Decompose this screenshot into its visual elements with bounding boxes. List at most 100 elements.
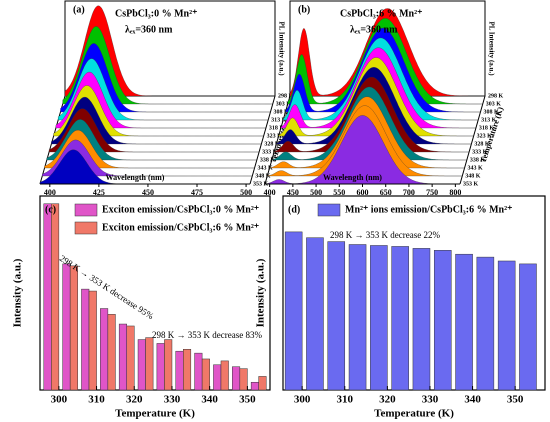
temperature-label: 323 K [267,133,283,139]
spectrum [55,71,266,129]
bar [100,308,109,391]
x-tick-label: 800 [449,188,461,197]
x-tick-label: 300 [51,394,68,406]
temperature-label: 333 K [472,149,488,155]
bar [250,381,259,391]
bar [391,246,409,391]
x-tick-label: 320 [126,394,143,406]
temperature-label: 348 K [255,173,270,179]
bar [126,325,135,391]
bar [220,360,229,391]
annotation: 298 K → 353 K decrease 22% [330,230,440,240]
x-tick-label: 700 [403,188,415,197]
bar [213,364,222,391]
bar [306,237,324,391]
depth-axis [459,95,486,185]
depth-axis [249,95,276,185]
x-tick-label: 425 [93,188,105,197]
spectrum [51,96,262,145]
temperature-label: 298 K [278,93,294,99]
x-tick-label: 310 [337,394,354,406]
panel-title: CsPbCl₃:6 % Mn²⁺ [340,8,422,19]
temperature-label: 308 K [273,109,289,115]
bar [327,241,346,391]
spectrum [53,85,264,137]
x-tick-label: 340 [201,394,218,406]
panel-label: (b) [298,4,310,15]
x-tick-label: 650 [380,188,392,197]
x-tick-label: 350 [239,394,256,406]
x-tick-label: 350 [507,394,524,406]
x-tick-label: 400 [264,188,276,197]
panel-subtitle: λₑₓ=360 nm [350,24,398,35]
spectrum [62,26,273,105]
legend-label: Exciton emission/CsPbCl₃:0 % Mn²⁺ [102,204,259,215]
spectrum [48,108,260,153]
legend-swatch [74,221,98,235]
x-tick-label: 750 [426,188,438,197]
bar [88,290,97,391]
panel-label: (a) [73,4,85,15]
x-axis-label: Temperature (K) [374,408,454,420]
plot-frame [39,195,271,391]
bar [258,376,267,391]
bar [164,339,173,391]
spectrum [58,58,269,121]
bar [201,358,210,391]
bar [476,256,495,391]
spectrum [60,43,271,113]
spectrum [44,129,255,169]
temperature-label: 338 K [470,157,486,163]
x-tick-label: 500 [310,188,322,197]
bar [519,263,537,391]
bar [183,349,192,391]
temperature-label: 328 K [264,141,280,147]
bar [81,288,90,391]
y-axis-label: Intensity (a.u.) [12,258,24,327]
temperature-label: 303 K [276,101,292,107]
temperature-label: 333 K [262,149,278,155]
temperature-label: 338 K [260,157,276,163]
bar [455,253,473,391]
x-tick-label: 310 [88,394,105,406]
temperature-label: 318 K [269,125,285,131]
bar [194,352,203,391]
bar [175,350,184,391]
panel-label: (c) [45,204,56,215]
panel-subtitle: λₑₓ=360 nm [125,24,173,35]
x-tick-label: 330 [164,394,181,406]
temperature-label: 353 K [253,181,269,187]
bar [370,245,388,391]
x-tick-label: 300 [294,394,311,406]
y-axis-label: Intensity (a.u.) [255,258,267,327]
bar [239,368,248,391]
bar [348,244,367,391]
x-tick-label: 400 [44,188,56,197]
bar [497,260,516,391]
spectrum [46,119,257,161]
y-axis-label: PL Intensity (a.u.) [487,21,495,76]
panel-label: (d) [288,204,300,215]
x-tick-label: 450 [142,188,154,197]
bar [412,248,431,391]
temperature-label: 323 K [477,133,493,139]
temperature-label: 298 K [488,93,504,99]
temperature-label: 348 K [465,173,481,179]
bar [284,231,303,391]
bar [43,203,52,391]
bar [433,250,452,391]
x-tick-label: 330 [422,394,439,406]
x-tick-label: 340 [464,394,481,406]
legend-swatch [74,203,98,217]
temperature-label: 308 K [483,109,499,115]
bar [51,203,60,391]
temperature-label: 313 K [271,117,287,123]
bar [62,263,71,391]
legend-label: Exciton emission/CsPbCl₃:6 % Mn²⁺ [102,222,259,233]
x-tick-label: 450 [287,188,299,197]
x-axis-label: Wavelength (nm) [323,173,382,182]
x-axis-label: Wavelength (nm) [106,173,165,182]
temperature-label: 343 K [258,165,274,171]
x-axis-label: Temperature (K) [115,408,195,420]
